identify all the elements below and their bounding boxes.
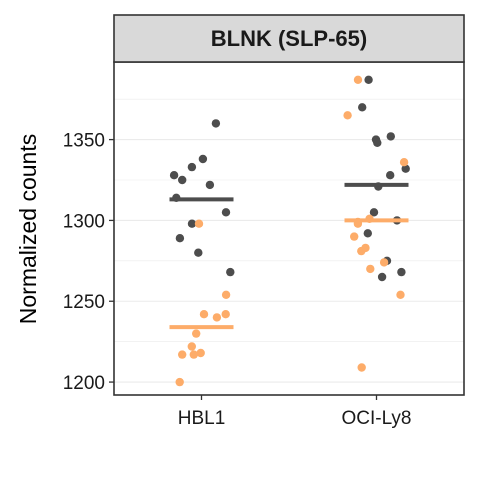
data-point [386,132,395,141]
data-point [386,171,395,180]
data-point [357,363,366,372]
data-point [221,208,231,217]
data-point [175,377,184,387]
data-point [350,232,359,241]
y-axis-title: Normalized counts [15,134,41,324]
grid-lines [114,98,464,383]
data-point [178,350,187,359]
data-point [401,164,410,173]
data-point [358,103,367,112]
data-point [396,290,405,299]
data-point [399,158,409,167]
data-point [373,138,382,147]
data-point [187,162,197,172]
data-point [363,229,372,238]
data-point [397,267,406,277]
data-point [205,180,215,190]
y-axis: 1200 1250 1300 1350 [63,131,114,394]
data-points [169,75,410,387]
facet-strip [113,14,465,63]
facet-strip-title: BLNK (SLP-65) [211,26,367,51]
data-point [369,208,379,217]
data-point [187,219,197,228]
data-point [377,272,387,282]
x-tick-label: HBL1 [178,408,226,429]
data-point [175,234,185,243]
panel-background [114,62,464,395]
data-point [221,310,230,319]
data-point [169,171,179,180]
data-point [187,342,196,351]
data-point [357,246,366,256]
data-point [198,154,208,164]
data-point [194,219,204,228]
median-lines [169,182,409,330]
data-point [221,290,231,299]
x-axis: HBL1 OCI-Ly8 [178,395,412,429]
y-tick-label: 1250 [63,292,105,313]
y-tick-label: 1200 [63,373,105,394]
data-point [199,310,209,319]
x-tick-label: OCI-Ly8 [341,408,411,429]
data-point [364,75,373,85]
data-point [178,175,187,185]
y-tick-label: 1350 [63,131,105,152]
data-point [353,75,363,85]
data-point [196,348,205,358]
data-point [343,111,352,120]
data-point [189,350,198,359]
data-point [211,119,221,128]
data-point [366,264,375,274]
y-tick-label: 1300 [63,211,105,232]
data-point [192,329,201,338]
data-point [212,313,222,322]
data-point [194,248,203,257]
data-point [226,267,235,277]
data-point [379,258,389,267]
